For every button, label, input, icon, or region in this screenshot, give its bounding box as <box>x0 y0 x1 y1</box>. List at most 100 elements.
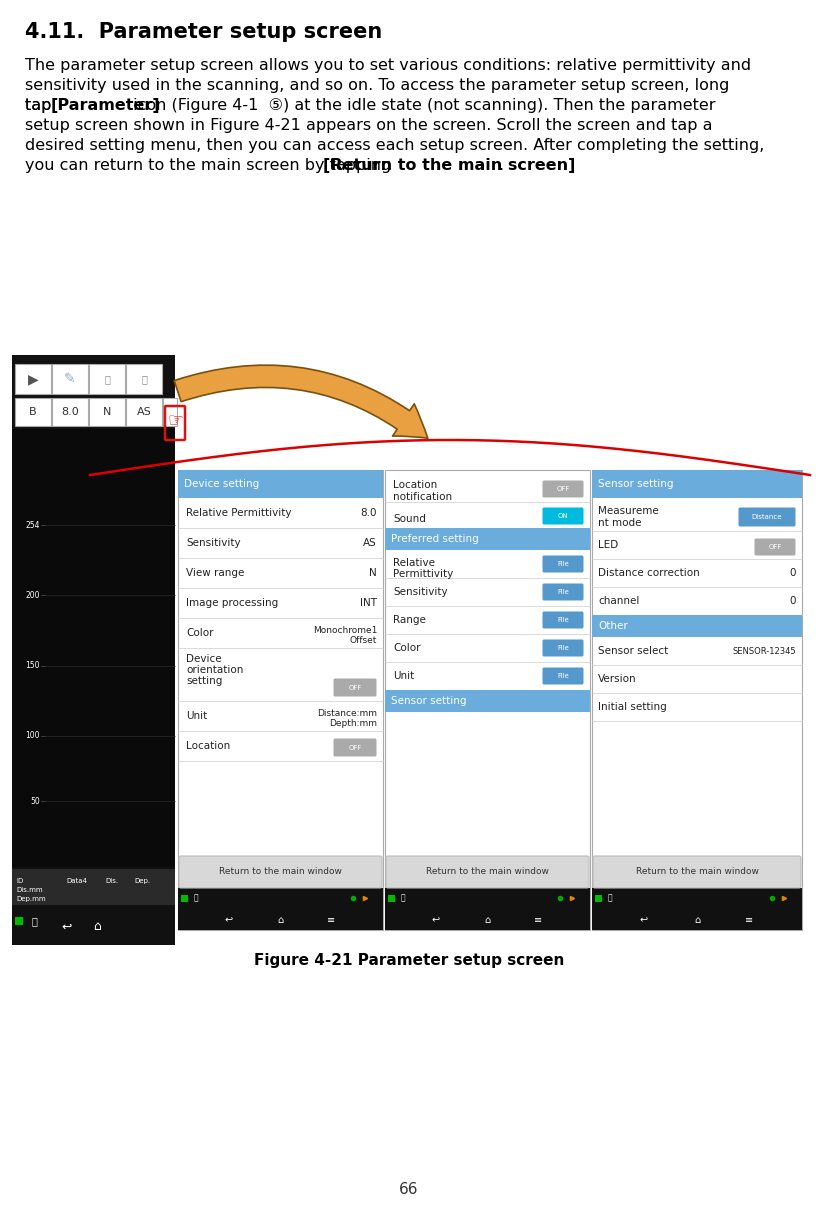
Text: setting: setting <box>186 676 222 686</box>
FancyBboxPatch shape <box>542 640 583 657</box>
Text: ↩: ↩ <box>225 915 233 925</box>
FancyBboxPatch shape <box>89 364 125 394</box>
Text: File: File <box>557 589 569 595</box>
FancyBboxPatch shape <box>542 556 583 572</box>
Text: 🎧: 🎧 <box>608 893 613 903</box>
Text: 🎧: 🎧 <box>194 893 198 903</box>
Text: icon (Figure 4-1  ⑤) at the idle state (not scanning). Then the parameter: icon (Figure 4-1 ⑤) at the idle state (n… <box>128 98 716 113</box>
Text: Location: Location <box>393 480 438 490</box>
Text: 8.0: 8.0 <box>61 407 79 417</box>
FancyBboxPatch shape <box>385 888 590 930</box>
Text: 🔧: 🔧 <box>141 374 147 384</box>
Text: Sensitivity: Sensitivity <box>393 587 447 597</box>
FancyBboxPatch shape <box>12 429 175 867</box>
FancyBboxPatch shape <box>178 470 383 498</box>
Text: 66: 66 <box>399 1182 419 1198</box>
FancyBboxPatch shape <box>542 668 583 685</box>
FancyBboxPatch shape <box>181 895 188 902</box>
Text: 0: 0 <box>789 597 796 606</box>
Text: Dis.mm: Dis.mm <box>16 887 43 893</box>
Text: File: File <box>557 617 569 624</box>
FancyBboxPatch shape <box>12 870 175 905</box>
Text: B: B <box>29 407 37 417</box>
Text: N: N <box>369 568 377 578</box>
Text: ↩: ↩ <box>432 915 440 925</box>
FancyBboxPatch shape <box>385 528 590 550</box>
Text: ✎: ✎ <box>64 371 76 386</box>
Text: 🎧: 🎧 <box>31 916 37 926</box>
FancyBboxPatch shape <box>15 918 23 925</box>
FancyBboxPatch shape <box>163 399 177 426</box>
Text: orientation: orientation <box>186 665 244 675</box>
Text: 8.0: 8.0 <box>361 508 377 518</box>
FancyBboxPatch shape <box>542 481 583 497</box>
Text: ☞: ☞ <box>168 411 184 429</box>
FancyBboxPatch shape <box>542 508 583 524</box>
Text: ⌂: ⌂ <box>484 915 490 925</box>
Text: OFF: OFF <box>348 744 362 750</box>
FancyBboxPatch shape <box>89 399 125 426</box>
Text: ID: ID <box>16 878 23 884</box>
FancyBboxPatch shape <box>385 690 590 712</box>
Text: 4.11.  Parameter setup screen: 4.11. Parameter setup screen <box>25 22 382 42</box>
Text: Device: Device <box>186 654 222 664</box>
Text: ⌂: ⌂ <box>276 915 283 925</box>
FancyBboxPatch shape <box>178 470 383 930</box>
Text: .: . <box>498 157 503 173</box>
Text: ⌂: ⌂ <box>93 920 101 934</box>
Text: [Return to the main screen]: [Return to the main screen] <box>323 157 575 173</box>
Text: ≡: ≡ <box>534 915 542 925</box>
FancyBboxPatch shape <box>592 888 802 930</box>
Text: Permittivity: Permittivity <box>393 569 453 579</box>
FancyBboxPatch shape <box>126 364 162 394</box>
Text: Sound: Sound <box>393 514 426 524</box>
Text: The parameter setup screen allows you to set various conditions: relative permit: The parameter setup screen allows you to… <box>25 58 751 73</box>
Text: Distance: Distance <box>752 514 782 520</box>
Text: sensitivity used in the scanning, and so on. To access the parameter setup scree: sensitivity used in the scanning, and so… <box>25 77 730 93</box>
Text: Offset: Offset <box>349 636 377 645</box>
Text: Return to the main window: Return to the main window <box>426 867 549 877</box>
FancyBboxPatch shape <box>385 470 590 930</box>
FancyBboxPatch shape <box>12 907 175 945</box>
Text: nt mode: nt mode <box>598 518 641 528</box>
Text: AS: AS <box>363 538 377 549</box>
Text: 📋: 📋 <box>104 374 110 384</box>
Text: notification: notification <box>393 492 452 502</box>
Text: ON: ON <box>558 513 569 519</box>
FancyBboxPatch shape <box>178 888 383 930</box>
FancyBboxPatch shape <box>126 399 162 426</box>
Text: 254: 254 <box>25 520 40 530</box>
Text: Dis.: Dis. <box>106 878 119 884</box>
FancyArrowPatch shape <box>174 365 428 438</box>
FancyBboxPatch shape <box>52 364 88 394</box>
Text: tap: tap <box>25 98 56 113</box>
Text: tap: tap <box>25 98 56 113</box>
Text: you can return to the main screen by tapping: you can return to the main screen by tap… <box>25 157 397 173</box>
Text: setup screen shown in Figure 4-21 appears on the screen. Scroll the screen and t: setup screen shown in Figure 4-21 appear… <box>25 118 712 133</box>
FancyBboxPatch shape <box>386 856 589 888</box>
Text: Initial setting: Initial setting <box>598 702 667 712</box>
Text: Return to the main window: Return to the main window <box>636 867 758 877</box>
Text: channel: channel <box>598 597 640 606</box>
FancyBboxPatch shape <box>52 399 88 426</box>
Text: AS: AS <box>137 407 151 417</box>
Text: Sensor select: Sensor select <box>598 646 668 656</box>
Text: Range: Range <box>393 615 426 625</box>
FancyBboxPatch shape <box>334 679 376 696</box>
Text: Sensor setting: Sensor setting <box>598 478 673 490</box>
FancyBboxPatch shape <box>542 611 583 629</box>
Text: ≡: ≡ <box>745 915 753 925</box>
FancyBboxPatch shape <box>592 470 802 498</box>
Text: Dep.: Dep. <box>134 878 150 884</box>
Text: 150: 150 <box>25 661 40 670</box>
Text: Monochrome1: Monochrome1 <box>312 626 377 635</box>
Text: 200: 200 <box>25 590 40 600</box>
Text: ⌂: ⌂ <box>694 915 700 925</box>
Text: File: File <box>557 645 569 651</box>
Text: File: File <box>557 673 569 679</box>
Text: SENSOR-12345: SENSOR-12345 <box>732 647 796 656</box>
Text: Unit: Unit <box>393 672 414 681</box>
FancyBboxPatch shape <box>334 738 376 756</box>
Text: ▶: ▶ <box>28 371 38 386</box>
Text: Version: Version <box>598 674 636 684</box>
